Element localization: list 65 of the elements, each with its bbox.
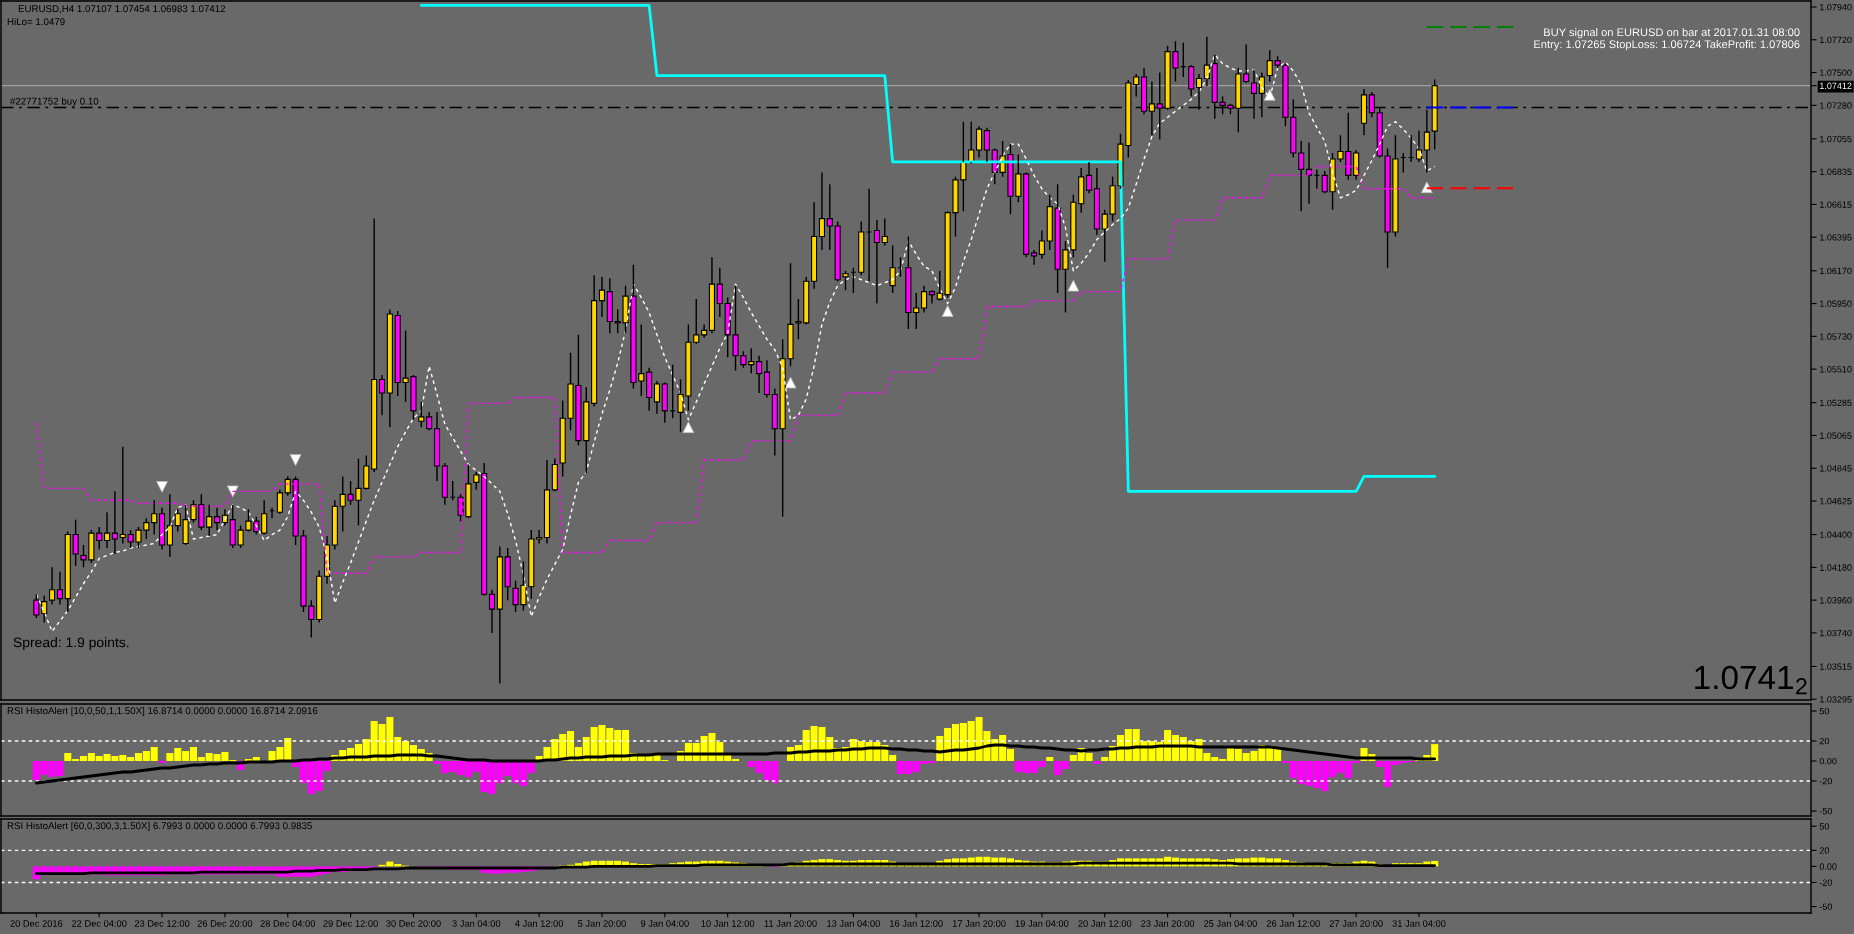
x-tick-label: 4 Jan 12:00 xyxy=(515,920,564,927)
y-tick-label: 1.07720 xyxy=(1820,36,1852,44)
x-tick-label: 20 Jan 12:00 xyxy=(1078,920,1132,927)
y-tick-label: 1.05285 xyxy=(1820,399,1852,407)
x-tick-label: 23 Dec 12:00 xyxy=(134,920,190,927)
x-tick-label: 26 Dec 20:00 xyxy=(197,920,253,927)
y-tick-label: -20 xyxy=(1819,879,1833,886)
x-tick-label: 19 Jan 04:00 xyxy=(1015,920,1069,927)
x-tick-label: 3 Jan 04:00 xyxy=(452,920,501,927)
y-tick-label: 1.03295 xyxy=(1820,696,1852,703)
y-tick-label: 1.06395 xyxy=(1820,234,1852,241)
x-tick-label: 25 Jan 04:00 xyxy=(1204,920,1257,927)
y-tick-label: 1.07055 xyxy=(1820,135,1852,143)
x-tick-label: 22 Dec 04:00 xyxy=(71,920,127,927)
y-tick-label: -20 xyxy=(1819,777,1833,785)
y-tick-label: 1.07940 xyxy=(1820,3,1852,11)
chart-title: RSI HistoAlert [60,0,300,3,1.50X] 6.7993 0.0000 0.0000 6.7993 0.9835 xyxy=(7,822,312,832)
y-tick-label: -50 xyxy=(1819,807,1833,815)
y-tick-label: 1.03740 xyxy=(1820,629,1852,637)
y-tick-label: 1.05065 xyxy=(1820,432,1852,439)
y-tick-label: 1.05510 xyxy=(1820,366,1852,373)
y-tick-label: 1.07500 xyxy=(1820,69,1852,76)
x-tick-label: 20 Dec 2016 xyxy=(10,920,63,927)
y-tick-label: 1.04625 xyxy=(1820,498,1852,505)
y-tick-label: 1.04845 xyxy=(1820,465,1852,472)
y-tick-label: 50 xyxy=(1819,707,1830,715)
y-tick-label: 0.00 xyxy=(1819,863,1837,870)
annotation: Spread: 1.9 points. xyxy=(13,637,129,650)
y-tick-label: 1.07412 xyxy=(1820,82,1852,90)
y-tick-label: -50 xyxy=(1819,903,1833,910)
x-tick-label: 26 Jan 12:00 xyxy=(1266,920,1320,927)
x-tick-label: 5 Jan 20:00 xyxy=(578,920,626,927)
x-tick-label: 27 Jan 20:00 xyxy=(1329,920,1383,927)
y-tick-label: 1.05730 xyxy=(1820,333,1852,340)
y-tick-label: 50 xyxy=(1819,823,1830,830)
y-tick-label: 1.04400 xyxy=(1820,531,1852,538)
y-tick-label: 1.06170 xyxy=(1820,267,1852,275)
chart-title: RSI HistoAlert [10,0,50,1,1.50X] 16.8714 0.0000 0.0000 16.8714 2.0916 xyxy=(7,707,318,717)
text: 1.0741$_{2}$ xyxy=(1695,665,1807,695)
text: Entry: 1.07265 StopLoss: 1.06724 TakeProfit: 1.07806 xyxy=(1534,40,1800,51)
y-tick-label: 1.03960 xyxy=(1820,597,1852,604)
x-tick-label: 9 Jan 04:00 xyxy=(640,920,689,927)
y-tick-label: 20 xyxy=(1819,847,1830,854)
y-tick-label: 1.05950 xyxy=(1820,300,1852,307)
x-tick-label: 23 Jan 20:00 xyxy=(1141,920,1195,927)
text: BUY signal on EURUSD on bar at 2017.01.31 08:00 xyxy=(1544,28,1800,39)
y-tick-label: 20 xyxy=(1819,737,1830,745)
y-tick-label: 1.07280 xyxy=(1820,102,1852,109)
y-tick-label: 1.03515 xyxy=(1820,663,1852,670)
x-tick-label: 13 Jan 04:00 xyxy=(827,920,880,927)
x-tick-label: 28 Dec 04:00 xyxy=(260,920,316,927)
chart-title: EURUSD,H4 1.07107 1.07454 1.06983 1.07412 xyxy=(18,5,226,14)
y-tick-label: 1.06615 xyxy=(1820,201,1852,208)
x-tick-label: 31 Jan 04:00 xyxy=(1392,920,1446,927)
annotation: HiLo= 1.0479 xyxy=(7,18,65,26)
x-tick-label: 16 Jan 12:00 xyxy=(890,920,943,927)
y-tick-label: 1.04180 xyxy=(1820,564,1852,571)
y-tick-label: 0.00 xyxy=(1819,757,1837,765)
x-tick-label: 10 Jan 12:00 xyxy=(701,920,755,927)
x-tick-label: 11 Jan 20:00 xyxy=(764,920,817,927)
x-tick-label: 17 Jan 20:00 xyxy=(952,920,1006,927)
x-tick-label: 29 Dec 12:00 xyxy=(323,920,378,927)
x-tick-label: 30 Dec 20:00 xyxy=(386,920,441,927)
ref-line-label: #22771752 buy 0.10 xyxy=(10,97,99,107)
y-tick-label: 1.06835 xyxy=(1820,168,1852,176)
